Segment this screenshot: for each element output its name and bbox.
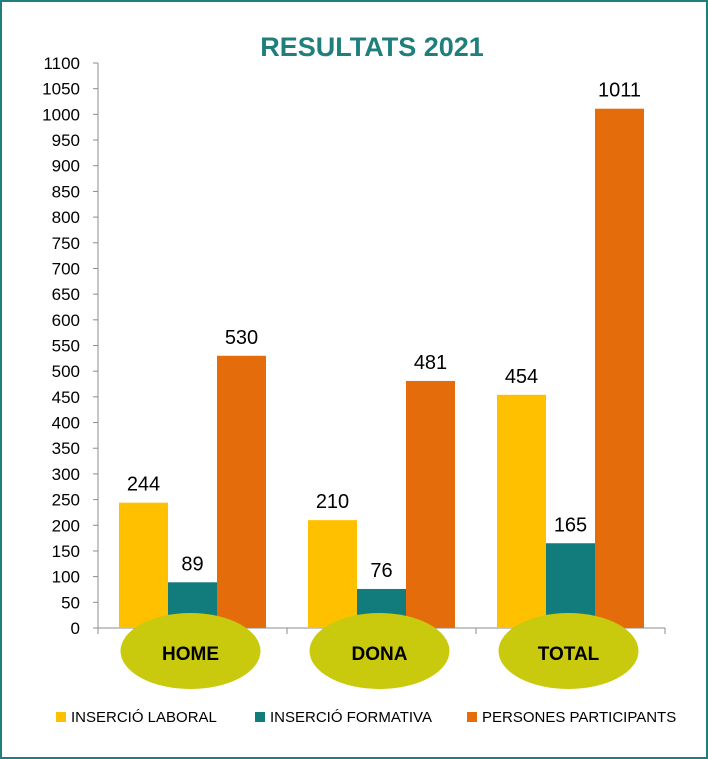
legend-entry: INSERCIÓ LABORAL	[71, 709, 217, 726]
y-tick-label: 500	[52, 362, 80, 381]
y-tick-label: 550	[52, 337, 80, 356]
data-label: 454	[505, 366, 538, 388]
legend: INSERCIÓ LABORAL INSERCIÓ FORMATIVA PERSON…	[56, 709, 676, 726]
bar-total-3	[595, 108, 644, 629]
y-tick-label: 600	[52, 311, 80, 330]
legend-swatch	[467, 712, 477, 722]
data-label: 89	[181, 553, 203, 575]
y-tick-label: 100	[52, 568, 80, 587]
y-tick-label: 1000	[42, 105, 80, 124]
category-badges: HOME DONA TOTAL	[120, 613, 639, 689]
y-tick-label: 400	[52, 414, 80, 433]
y-tick-label: 50	[61, 593, 80, 612]
x-tick-label: HOME	[162, 644, 219, 665]
legend-entry: INSERCIÓ FORMATIVA	[270, 709, 432, 726]
y-tick-label: 850	[52, 182, 80, 201]
y-tick-label: 900	[52, 157, 80, 176]
legend-swatch	[255, 712, 265, 722]
value-labels: 244 210 454 89 76 165 530 481 1011	[127, 80, 641, 582]
bar-home-1	[119, 502, 168, 628]
y-tick-label: 1100	[43, 54, 80, 73]
y-tick-label: 150	[52, 542, 80, 561]
y-tick-label: 300	[52, 465, 80, 484]
data-label: 1011	[598, 80, 641, 102]
x-tick-label: TOTAL	[538, 644, 600, 665]
bar-home-3	[217, 355, 266, 628]
category-badge-dona	[309, 613, 450, 689]
bars	[119, 108, 644, 629]
data-label: 165	[554, 514, 587, 536]
data-label: 244	[127, 474, 160, 496]
y-tick-label: 700	[52, 259, 80, 278]
bar-dona-1	[308, 520, 357, 628]
bar-total-1	[497, 394, 546, 628]
y-tick-label: 350	[52, 439, 80, 458]
data-label: 530	[225, 327, 258, 349]
y-tick-label: 750	[52, 234, 80, 253]
y-tick-label: 200	[52, 516, 80, 535]
y-tick-label: 450	[52, 388, 80, 407]
data-label: 76	[370, 560, 392, 582]
y-tick-label: 950	[52, 131, 80, 150]
category-badge-total	[498, 613, 639, 689]
y-tick-label: 0	[71, 619, 80, 638]
y-tick-label: 1050	[42, 80, 80, 99]
y-tick-label: 250	[52, 491, 80, 510]
legend-entry: PERSONES PARTICIPANTS	[482, 709, 676, 726]
y-axis: 0 50 100 150 200 250 300 350 400 450 500 550 600 650 7…	[42, 54, 99, 638]
data-label: 210	[316, 491, 349, 513]
bar-dona-3	[406, 380, 455, 628]
y-tick-label: 650	[52, 285, 80, 304]
category-badge-home	[120, 613, 261, 689]
y-tick-label: 800	[52, 208, 80, 227]
data-label: 481	[414, 352, 447, 374]
legend-swatch	[56, 712, 66, 722]
chart-title: RESULTATS 2021	[260, 32, 484, 62]
x-tick-label: DONA	[352, 644, 408, 665]
